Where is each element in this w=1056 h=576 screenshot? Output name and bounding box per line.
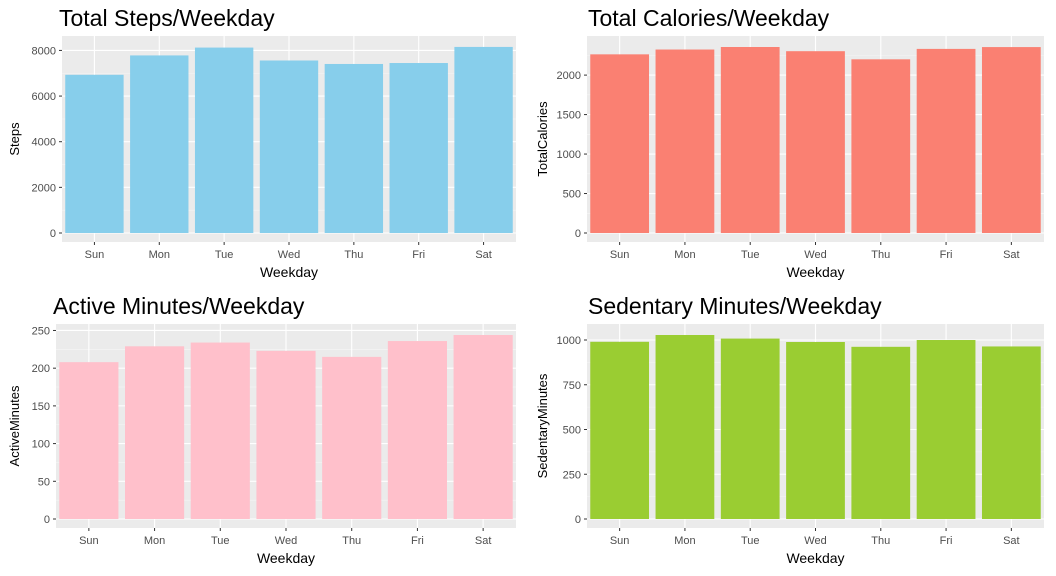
bar-sat (454, 46, 513, 233)
x-tick-label: Thu (342, 535, 361, 547)
bar-sun (590, 54, 650, 234)
bar-mon (125, 346, 185, 519)
bar-wed (259, 60, 319, 233)
bar-sun (59, 362, 119, 519)
bar-sun (65, 74, 124, 233)
x-tick-label: Thu (871, 535, 890, 547)
x-tick-label: Fri (411, 535, 424, 547)
y-tick-label: 150 (32, 401, 50, 413)
bar-mon (655, 49, 715, 233)
bar-sat (981, 47, 1041, 233)
x-tick-label: Tue (211, 535, 230, 547)
x-tick-label: Sat (1003, 535, 1020, 547)
y-axis-label: ActiveMinutes (7, 385, 22, 466)
y-tick-label: 250 (32, 325, 50, 337)
x-axis-label: Weekday (786, 550, 844, 566)
bar-fri (387, 341, 447, 519)
x-tick-label: Fri (940, 535, 953, 547)
bar-wed (256, 350, 316, 519)
x-tick-label: Fri (412, 249, 425, 261)
x-tick-label: Wed (804, 535, 826, 547)
x-axis-label: Weekday (786, 264, 844, 280)
bar-tue (190, 342, 250, 519)
bar-wed (786, 341, 845, 519)
x-axis-label: Weekday (260, 264, 318, 280)
bar-mon (130, 55, 189, 233)
y-tick-label: 1500 (557, 110, 581, 122)
x-tick-label: Mon (674, 249, 695, 261)
steps-chart: 0 2000 4000 6000 8000 Sun Mon Tue Wed Thu Fri Sat We… (7, 36, 516, 280)
sedentary-minutes-chart: 0 250 500 750 1000 Sun Mon Tue Wed Thu Fri Sat Weekd… (535, 324, 1044, 566)
y-tick-label: 0 (50, 228, 56, 240)
bar-sat (453, 335, 513, 519)
bar-tue (720, 338, 780, 519)
bar-thu (324, 63, 384, 234)
chart-title: Total Calories/Weekday (588, 5, 830, 31)
bar-fri (389, 63, 448, 233)
x-tick-label: Thu (344, 249, 363, 261)
y-tick-label: 0 (575, 514, 581, 526)
y-tick-label: 750 (563, 380, 581, 392)
y-tick-label: 0 (575, 228, 581, 240)
bar-fri (916, 48, 976, 233)
y-tick-label: 500 (563, 189, 581, 201)
x-tick-label: Thu (871, 249, 890, 261)
active-minutes-chart: 0 50 100 150 200 250 Sun Mon Tue Wed Thu Fri Sat Week… (7, 324, 516, 566)
x-tick-label: Tue (215, 249, 234, 261)
bar-sat (981, 346, 1041, 519)
bar-thu (851, 59, 911, 233)
y-tick-label: 0 (44, 514, 50, 526)
x-tick-label: Fri (940, 249, 953, 261)
bar-tue (194, 47, 254, 233)
x-tick-label: Mon (144, 535, 165, 547)
bar-sun (590, 341, 650, 519)
y-tick-label: 1000 (557, 149, 581, 161)
x-tick-label: Wed (275, 535, 297, 547)
y-tick-label: 2000 (32, 182, 56, 194)
chart-title: Active Minutes/Weekday (53, 293, 305, 319)
y-tick-label: 100 (32, 439, 50, 451)
chart-title: Sedentary Minutes/Weekday (588, 293, 882, 319)
x-tick-label: Sat (475, 535, 492, 547)
x-tick-label: Tue (741, 249, 760, 261)
y-tick-label: 8000 (32, 45, 56, 57)
x-tick-label: Sun (79, 535, 99, 547)
x-tick-label: Mon (149, 249, 170, 261)
x-tick-label: Mon (674, 535, 695, 547)
x-tick-label: Sun (610, 535, 630, 547)
x-tick-label: Sun (610, 249, 630, 261)
y-axis-label: TotalCalories (535, 101, 550, 177)
y-axis-label: SedentaryMinutes (535, 373, 550, 478)
y-tick-label: 4000 (32, 137, 56, 149)
x-tick-label: Sat (475, 249, 492, 261)
bar-thu (851, 346, 911, 519)
y-axis-label: Steps (7, 122, 22, 156)
bar-fri (916, 340, 976, 519)
calories-chart: 0 500 1000 1500 2000 Sun Mon Tue Wed Thu Fri Sat Wee… (535, 36, 1044, 280)
y-tick-label: 500 (563, 425, 581, 437)
y-tick-label: 6000 (32, 91, 56, 103)
x-tick-label: Tue (741, 535, 760, 547)
x-tick-label: Wed (804, 249, 826, 261)
y-tick-label: 250 (563, 469, 581, 481)
x-axis-label: Weekday (257, 550, 315, 566)
y-tick-label: 50 (38, 476, 50, 488)
bar-thu (322, 356, 382, 519)
bar-tue (720, 47, 780, 233)
y-tick-label: 200 (32, 363, 50, 375)
chart-title: Total Steps/Weekday (59, 5, 275, 31)
x-tick-label: Sat (1003, 249, 1020, 261)
x-tick-label: Wed (278, 249, 300, 261)
bar-mon (655, 335, 715, 519)
y-tick-label: 2000 (557, 70, 581, 82)
bar-wed (786, 51, 845, 234)
x-tick-label: Sun (85, 249, 105, 261)
y-tick-label: 1000 (557, 335, 581, 347)
